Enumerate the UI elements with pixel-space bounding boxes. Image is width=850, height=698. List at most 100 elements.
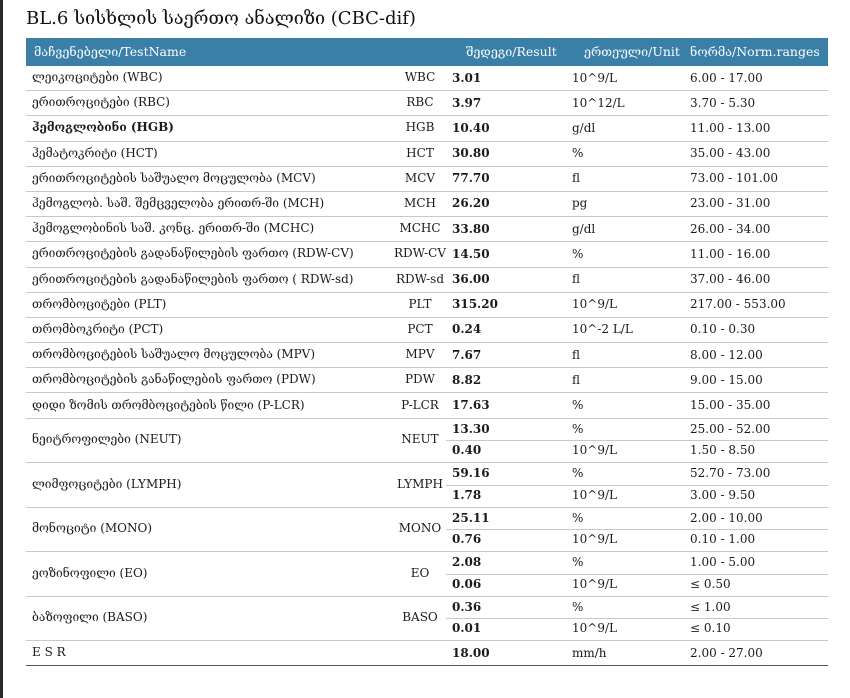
table-row: ნეიტროფილები (NEUT) NEUT 13.30% 25.00 - 52.… bbox=[26, 419, 828, 464]
table-row: ერითროციტების გადანაწილების ფართო (RDW-C… bbox=[26, 242, 828, 268]
test-name: თრომბოკრიტი (PCT) bbox=[32, 321, 164, 336]
result-value: 315.20 bbox=[452, 297, 498, 312]
result-value: 33.80 bbox=[452, 221, 490, 236]
table-row: ერითროციტების გადანაწილების ფართო ( RDW-… bbox=[26, 268, 828, 293]
norm-range-value: 37.00 - 46.00 bbox=[690, 272, 771, 286]
result-value: 7.67 bbox=[452, 347, 482, 362]
test-name: დიდი ზომის თრომბოციტების წილი (P-LCR) bbox=[32, 397, 305, 412]
norm-range-value: 2.00 - 10.00 bbox=[690, 510, 763, 525]
norm-range-value: 9.00 - 15.00 bbox=[690, 372, 763, 387]
test-name: მონოციტი (MONO) bbox=[32, 521, 153, 536]
test-name: ჰემოგლობ. საშ. შემცველობა ერითრ-ში (MCH) bbox=[32, 196, 325, 211]
unit-value: g/dl bbox=[572, 221, 596, 236]
norm-range-value: ≤ 0.10 bbox=[690, 621, 731, 636]
result-value: 26.20 bbox=[452, 196, 490, 211]
unit-value: 10^9/L bbox=[572, 621, 617, 636]
result-value: 2.08 bbox=[452, 555, 482, 570]
test-code: LYMPH bbox=[397, 476, 443, 491]
test-name: ბაზოფილი (BASO) bbox=[32, 610, 148, 625]
test-code: RDW-sd bbox=[395, 271, 444, 286]
norm-range-value: 0.10 - 0.30 bbox=[690, 322, 756, 337]
test-name: ეოზინოფილი (EO) bbox=[32, 565, 148, 580]
norm-range-value: 11.00 - 16.00 bbox=[690, 246, 771, 261]
result-value: 0.36 bbox=[452, 599, 482, 614]
unit-value: 10^9/L bbox=[572, 487, 617, 502]
unit-value: % bbox=[572, 246, 584, 261]
norm-range-value: ≤ 1.00 bbox=[690, 599, 731, 614]
norm-range-value: 1.00 - 5.00 bbox=[690, 555, 756, 570]
result-value: 13.30 bbox=[452, 421, 490, 436]
header-unit: ერთეული/Unit bbox=[584, 44, 680, 59]
result-value: 8.82 bbox=[452, 372, 482, 387]
table-row: ჰემატოკრიტი (HCT) HCT 30.80% 35.00 - 43.00 bbox=[26, 142, 828, 167]
test-code: HCT bbox=[406, 145, 434, 160]
test-code: MPV bbox=[405, 347, 435, 362]
unit-value: mm/h bbox=[572, 645, 607, 660]
norm-range-value: 0.10 - 1.00 bbox=[690, 532, 756, 547]
result-value: 14.50 bbox=[452, 246, 490, 261]
header-test-name: მაჩვენებელი/TestName bbox=[34, 44, 187, 59]
norm-range-value: 6.00 - 17.00 bbox=[690, 70, 763, 85]
test-name: თრომბოციტების საშუალო მოცულობა (MPV) bbox=[32, 347, 316, 362]
test-code: PLT bbox=[408, 296, 432, 311]
test-code: MCHC bbox=[399, 221, 441, 236]
unit-value: % bbox=[572, 599, 584, 614]
test-code: HGB bbox=[405, 120, 435, 135]
result-value: 0.01 bbox=[452, 621, 482, 636]
test-name: თრომბოციტები (PLT) bbox=[32, 296, 167, 311]
norm-range-value: 3.00 - 9.50 bbox=[690, 487, 756, 502]
unit-value: 10^9/L bbox=[572, 70, 617, 85]
norm-range-value: 8.00 - 12.00 bbox=[690, 347, 763, 362]
unit-value: fl bbox=[572, 171, 581, 186]
test-name: ჰემოგლობინი (HGB) bbox=[32, 120, 174, 135]
result-value: 25.11 bbox=[452, 510, 490, 525]
test-code: WBC bbox=[404, 70, 436, 85]
result-value: 0.40 bbox=[452, 443, 482, 458]
norm-range-value: 1.50 - 8.50 bbox=[690, 443, 756, 458]
result-value: 17.63 bbox=[452, 397, 490, 412]
test-name: ერითროციტების საშუალო მოცულობა (MCV) bbox=[32, 170, 316, 185]
table-row: E S R 18.00 mm/h 2.00 - 27.00 bbox=[26, 641, 828, 667]
test-code: NEUT bbox=[401, 432, 439, 447]
unit-value: 10^9/L bbox=[572, 443, 617, 458]
result-value: 1.78 bbox=[452, 487, 482, 502]
test-code: PCT bbox=[407, 321, 433, 336]
result-value: 77.70 bbox=[452, 171, 490, 186]
unit-value: 10^9/L bbox=[572, 297, 617, 312]
table-row: ლეიკოციტები (WBC) WBC 3.01 10^9/L 6.00 - 17.… bbox=[26, 66, 828, 92]
norm-range-value: ≤ 0.50 bbox=[690, 576, 731, 591]
table-row: ერითროციტები (RBC) RBC 3.97 10^12/L 3.70 - 5… bbox=[26, 91, 828, 117]
test-code: EO bbox=[410, 565, 430, 580]
table-row: ბაზოფილი (BASO) BASO 0.36% ≤ 1.00 0.01 10^9/L… bbox=[26, 597, 828, 642]
result-value: 59.16 bbox=[452, 466, 490, 481]
table-row: ლიმფოციტები (LYMPH) LYMPH 59.16% 52.70 - 73… bbox=[26, 463, 828, 508]
result-value: 30.80 bbox=[452, 146, 490, 161]
sub-row-divider bbox=[446, 484, 828, 486]
table-row: მონოციტი (MONO) MONO 25.11% 2.00 - 10.00 0.7… bbox=[26, 508, 828, 553]
table-row: ჰემოგლობინის საშ. კონც. ერითრ-ში (MCHC) M… bbox=[26, 217, 828, 243]
unit-value: 10^9/L bbox=[572, 576, 617, 591]
result-value: 18.00 bbox=[452, 645, 490, 660]
table-row: ჰემოგლობ. საშ. შემცველობა ერითრ-ში (MCH)… bbox=[26, 192, 828, 218]
result-value: 36.00 bbox=[452, 272, 490, 286]
unit-value: pg bbox=[572, 196, 588, 211]
test-code: RBC bbox=[406, 95, 434, 110]
unit-value: % bbox=[572, 555, 584, 570]
norm-range-value: 52.70 - 73.00 bbox=[690, 466, 771, 481]
unit-value: g/dl bbox=[572, 120, 596, 135]
test-name: ჰემოგლობინის საშ. კონც. ერითრ-ში (MCHC) bbox=[32, 221, 315, 236]
test-code: MONO bbox=[398, 521, 442, 536]
table-row: დიდი ზომის თრომბოციტების წილი (P-LCR) P-L… bbox=[26, 393, 828, 419]
norm-range-value: 217.00 - 553.00 bbox=[690, 297, 786, 312]
unit-value: % bbox=[572, 421, 584, 436]
table-row: ჰემოგლობინი (HGB) HGB 10.40 g/dl 11.00 - 13.… bbox=[26, 116, 828, 142]
test-name: ერითროციტები (RBC) bbox=[32, 95, 170, 110]
norm-range-value: 15.00 - 35.00 bbox=[690, 397, 771, 412]
result-value: 3.97 bbox=[452, 95, 482, 110]
test-name: ლიმფოციტები (LYMPH) bbox=[32, 476, 182, 491]
table-row: თრომბოკრიტი (PCT) PCT 0.24 10^-2 L/L 0.10 - … bbox=[26, 318, 828, 344]
table-row: თრომბოციტები (PLT) PLT 315.20 10^9/L 217.00 … bbox=[26, 293, 828, 318]
table-row: თრომბოციტების საშუალო მოცულობა (MPV) MPV 7… bbox=[26, 343, 828, 369]
test-code: P-LCR bbox=[401, 397, 439, 412]
result-value: 0.24 bbox=[452, 322, 482, 337]
